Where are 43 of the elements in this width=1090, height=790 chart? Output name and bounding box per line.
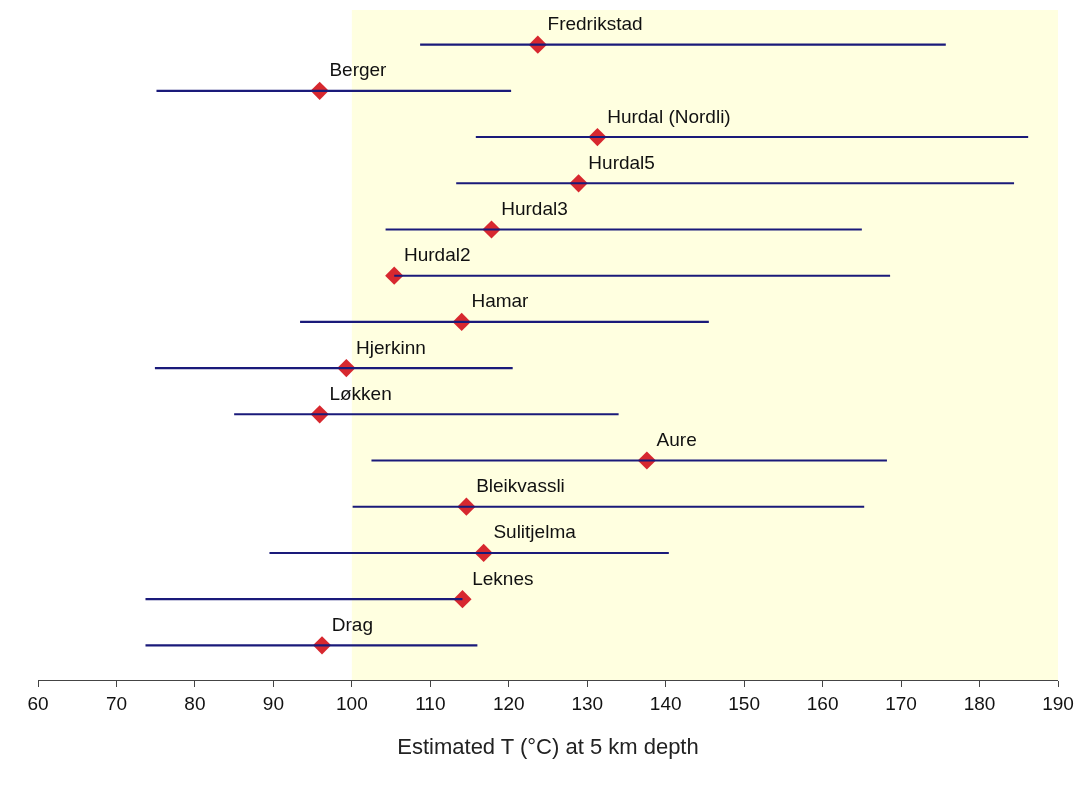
bar [385, 228, 862, 231]
bar [234, 413, 619, 416]
bar [145, 644, 478, 647]
y-tick-label: Løkken [329, 382, 392, 404]
y-tick-label: Hamar [471, 290, 530, 312]
y-tick-label: Hurdal5 [588, 151, 655, 173]
y-tick-label: Leknes [472, 567, 534, 589]
x-tick-label: 120 [492, 692, 525, 714]
bar [420, 43, 946, 46]
x-tick-label: 160 [806, 692, 839, 714]
x-tick-label: 90 [262, 692, 284, 714]
y-tick-label: Berger [329, 59, 388, 81]
bar [456, 182, 1015, 185]
bar [269, 551, 669, 554]
bar [371, 459, 887, 462]
bar [394, 274, 891, 277]
x-tick-label: 190 [1042, 692, 1074, 714]
y-tick-label: Hjerkinn [356, 336, 426, 358]
x-tick-label: 150 [728, 692, 760, 714]
x-tick-label: 110 [415, 692, 446, 714]
x-tick-label: 80 [184, 692, 206, 714]
y-tick-label: Bleikvassli [476, 475, 565, 497]
bar [300, 320, 709, 323]
y-tick-label: Fredrikstad [547, 13, 643, 35]
y-tick-label: Hurdal3 [501, 197, 568, 219]
x-tick-label: 170 [885, 692, 917, 714]
x-tick-label: 60 [27, 692, 49, 714]
bar [156, 89, 512, 92]
bar [352, 505, 865, 508]
y-tick-label: Hurdal (Nordli) [607, 105, 731, 127]
bar [475, 136, 1029, 139]
x-tick-label: 180 [963, 692, 996, 714]
y-tick-label: Sulitjelma [493, 521, 577, 543]
x-axis-title: Estimated T (°C) at 5 km depth [397, 733, 699, 759]
y-tick-label: Aure [656, 429, 697, 451]
y-tick-label: Hurdal2 [403, 244, 471, 266]
x-tick-label: 130 [571, 692, 604, 714]
bar [145, 598, 463, 601]
y-tick-label: Drag [331, 613, 373, 635]
x-tick-label: 140 [649, 692, 682, 714]
x-tick-label: 100 [336, 692, 368, 714]
x-tick-label: 70 [105, 692, 128, 714]
bar [154, 367, 513, 370]
